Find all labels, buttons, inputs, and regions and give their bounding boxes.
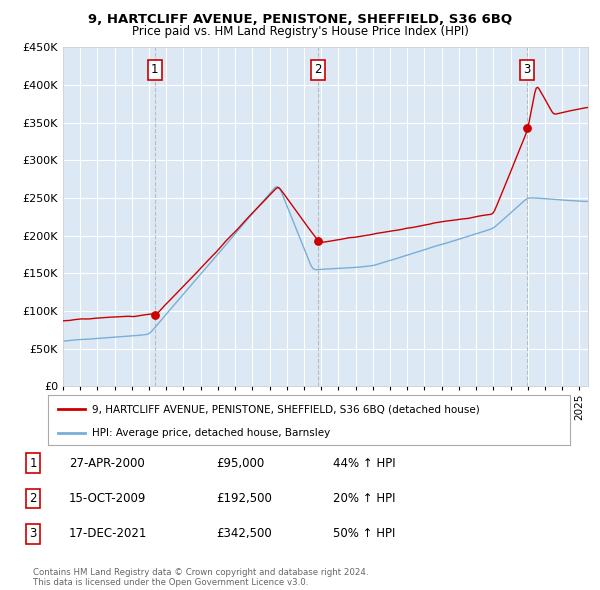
Text: 9, HARTCLIFF AVENUE, PENISTONE, SHEFFIELD, S36 6BQ: 9, HARTCLIFF AVENUE, PENISTONE, SHEFFIEL… (88, 13, 512, 26)
Text: 3: 3 (523, 63, 531, 76)
Text: 1: 1 (151, 63, 158, 76)
Point (313, 237, 322, 246)
Text: 1: 1 (29, 457, 37, 470)
Text: 3: 3 (29, 527, 37, 540)
Text: Contains HM Land Registry data © Crown copyright and database right 2024.
This d: Contains HM Land Registry data © Crown c… (33, 568, 368, 587)
Text: 20% ↑ HPI: 20% ↑ HPI (333, 492, 395, 505)
Text: £192,500: £192,500 (216, 492, 272, 505)
Point (522, 123, 532, 133)
Text: Price paid vs. HM Land Registry's House Price Index (HPI): Price paid vs. HM Land Registry's House … (131, 25, 469, 38)
Text: 2: 2 (29, 492, 37, 505)
Text: 9, HARTCLIFF AVENUE, PENISTONE, SHEFFIELD, S36 6BQ (detached house): 9, HARTCLIFF AVENUE, PENISTONE, SHEFFIEL… (92, 404, 480, 414)
Text: 27-APR-2000: 27-APR-2000 (69, 457, 145, 470)
Text: £342,500: £342,500 (216, 527, 272, 540)
Text: 2: 2 (314, 63, 322, 76)
Text: £95,000: £95,000 (216, 457, 264, 470)
Text: 44% ↑ HPI: 44% ↑ HPI (333, 457, 395, 470)
Text: 50% ↑ HPI: 50% ↑ HPI (333, 527, 395, 540)
Text: 15-OCT-2009: 15-OCT-2009 (69, 492, 146, 505)
Text: HPI: Average price, detached house, Barnsley: HPI: Average price, detached house, Barn… (92, 428, 331, 438)
Point (150, 310, 160, 320)
Text: 17-DEC-2021: 17-DEC-2021 (69, 527, 148, 540)
